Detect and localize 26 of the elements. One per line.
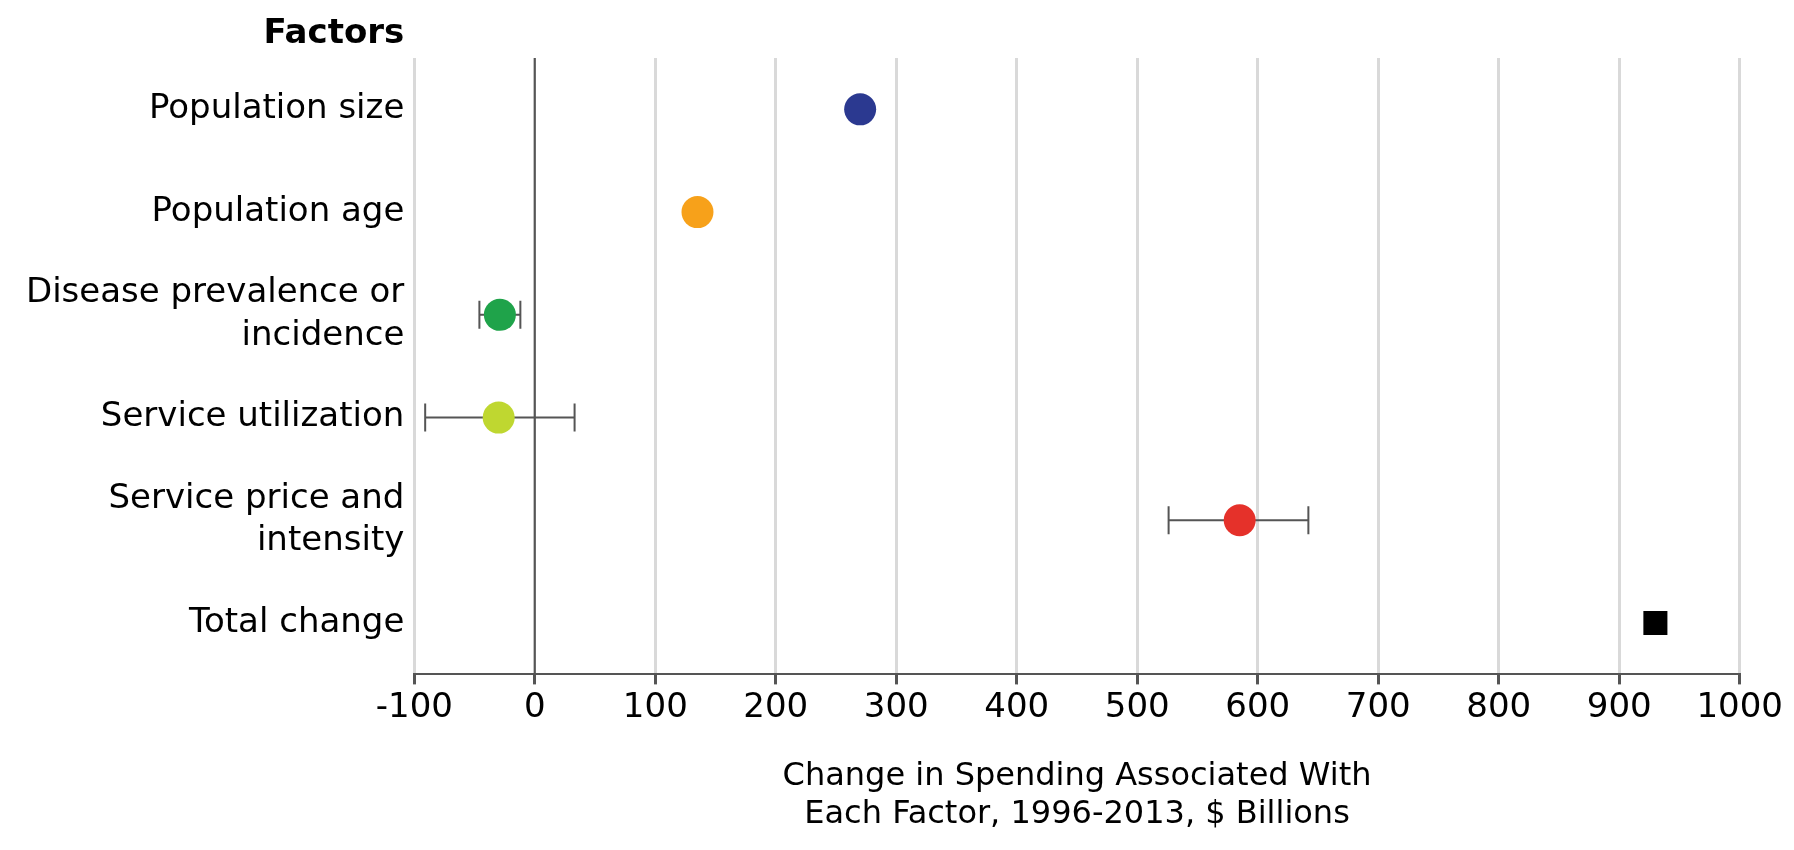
y-tick-label: Population size xyxy=(148,86,405,127)
x-tick-label: -100 xyxy=(375,684,453,725)
y-axis-title: Factors xyxy=(263,10,405,51)
x-tick-label: 900 xyxy=(1586,684,1652,725)
y-tick-label: Service price and intensity xyxy=(108,475,405,559)
x-tick-label: 200 xyxy=(743,684,809,725)
y-tick-label: Service utilization xyxy=(100,394,405,435)
x-tick-label: 400 xyxy=(984,684,1050,725)
x-tick-label: 500 xyxy=(1104,684,1170,725)
x-tick-label: 1000 xyxy=(1696,684,1783,725)
y-tick-label: Disease prevalence or incidence xyxy=(25,270,405,353)
x-axis-title: Change in Spending Associated With Each Factor, 1996-2013, $ Billions xyxy=(782,754,1372,832)
point xyxy=(1223,504,1256,537)
x-tick-label: 0 xyxy=(524,684,546,725)
y-tick-label: Population age xyxy=(151,188,405,229)
x-tick-label: 800 xyxy=(1466,684,1532,725)
y-tick-label: Total change xyxy=(187,599,405,640)
point xyxy=(1643,611,1668,636)
x-tick-label: 100 xyxy=(622,684,688,725)
point xyxy=(844,93,877,126)
x-tick-label: 300 xyxy=(863,684,929,725)
x-tick-label: 600 xyxy=(1225,684,1291,725)
point xyxy=(482,401,515,434)
point xyxy=(483,298,516,331)
point xyxy=(681,196,714,229)
x-tick-label: 700 xyxy=(1345,684,1411,725)
